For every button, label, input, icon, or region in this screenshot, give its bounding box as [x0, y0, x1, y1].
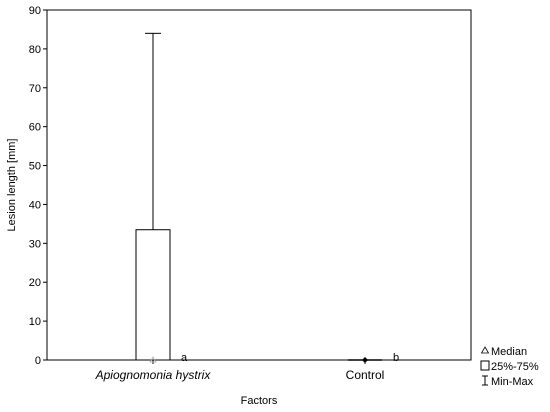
y-axis-title: Lesion length [mm]	[6, 139, 18, 232]
legend: Median 25%-75% Min-Max	[480, 346, 539, 388]
median-marker	[362, 357, 368, 363]
y-tick-label: 80	[29, 44, 41, 56]
y-tick-label: 60	[29, 122, 41, 134]
legend-label: Min-Max	[491, 376, 534, 388]
legend-label: Median	[491, 346, 527, 358]
y-tick-label: 10	[29, 316, 41, 328]
y-tick-label: 30	[29, 238, 41, 250]
y-tick-label: 0	[35, 355, 41, 367]
x-tick-label: Control	[346, 368, 385, 382]
significance-letter: b	[393, 352, 399, 364]
y-tick-label: 70	[29, 83, 41, 95]
median-marker	[149, 356, 157, 363]
significance-letter: a	[181, 352, 188, 364]
legend-median-icon	[480, 346, 490, 354]
legend-label: 25%-75%	[491, 361, 539, 373]
y-tick-label: 20	[29, 277, 41, 289]
y-tick-label: 90	[29, 5, 41, 17]
y-tick-label: 40	[29, 199, 41, 211]
box-iqr	[135, 229, 171, 361]
x-tick-label: Apiognomonia hystrix	[95, 368, 212, 382]
y-tick-label: 50	[29, 161, 41, 173]
legend-box-icon	[480, 360, 490, 371]
plot-area: 0 10 20 30 40 50 60 70 80 90 Apiognomonia hystrix a…	[29, 5, 472, 382]
x-axis-title: Factors	[241, 395, 278, 407]
plot-frame	[46, 9, 472, 361]
